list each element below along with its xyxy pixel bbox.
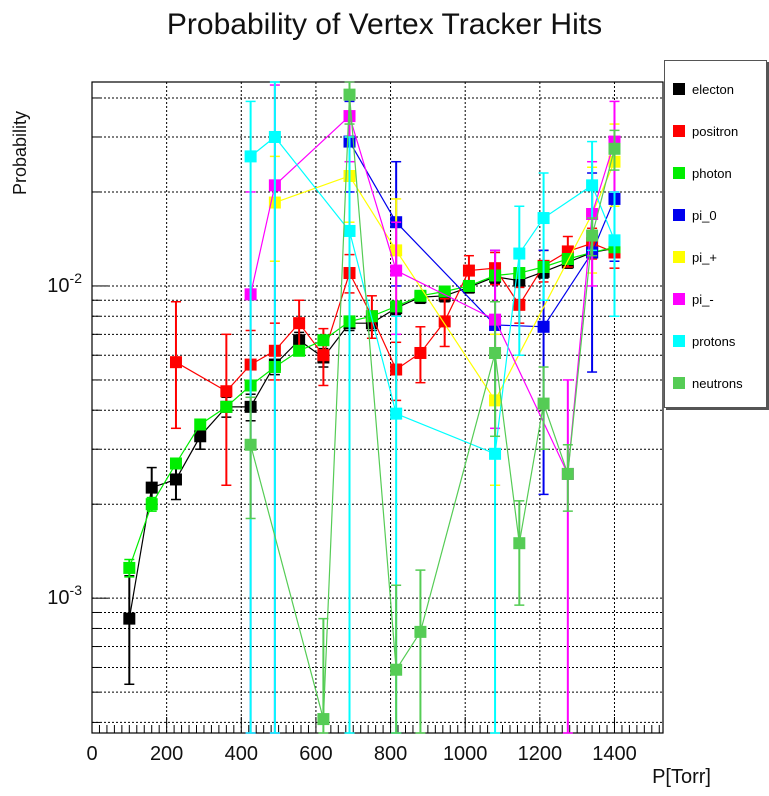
data-point [513, 247, 526, 260]
legend-item: protons [673, 331, 735, 351]
data-point [145, 498, 158, 511]
legend-label: neutrons [692, 375, 743, 391]
data-point [586, 229, 599, 242]
data-point [537, 397, 550, 410]
data-point [293, 317, 306, 330]
data-point [390, 663, 403, 676]
series-line [274, 161, 616, 402]
axis-ticks [91, 97, 660, 733]
x-tick-label: 1000 [443, 743, 488, 765]
legend-label: pi_0 [692, 207, 717, 223]
data-point [414, 346, 427, 359]
plot-border [91, 81, 664, 734]
data-point [537, 320, 550, 333]
legend-marker [673, 335, 685, 347]
legend-item: neutrons [673, 373, 743, 393]
data-point [489, 447, 502, 460]
data-point [462, 279, 475, 292]
x-tick-label: 600 [299, 743, 332, 765]
data-point [169, 356, 182, 369]
data-point [608, 234, 621, 247]
data-point [220, 385, 233, 398]
legend-label: pi_- [692, 291, 714, 307]
data-point [268, 130, 281, 143]
data-point [145, 481, 158, 494]
data-point [317, 713, 330, 726]
data-point [343, 88, 356, 101]
legend-label: electon [692, 81, 734, 97]
x-tick-label: 400 [225, 743, 258, 765]
series-pi-0 [343, 100, 621, 496]
legend-item: pi_+ [673, 247, 717, 267]
x-tick-label: 800 [374, 743, 407, 765]
data-point [414, 625, 427, 638]
series-neutrons [244, 81, 621, 734]
x-tick-label: 1200 [518, 743, 563, 765]
plot-frame [91, 81, 664, 734]
data-point [561, 467, 574, 480]
data-point [343, 224, 356, 237]
legend-marker [673, 377, 685, 389]
data-series [123, 81, 621, 734]
data-point [462, 264, 475, 277]
data-point [123, 612, 136, 625]
data-point [169, 473, 182, 486]
data-point [194, 418, 207, 431]
data-point [244, 150, 257, 163]
legend-label: protons [692, 333, 736, 349]
legend-marker [673, 167, 685, 179]
tick-labels: 0 200 400 600 800 1000 1200 1400 10-3 10-2 [47, 270, 636, 765]
legend-marker [673, 83, 685, 95]
legend-marker [673, 209, 685, 221]
x-axis-label: P[Torr] [652, 766, 711, 788]
data-point [414, 289, 427, 302]
x-tick-label: 1400 [592, 743, 637, 765]
legend-label: pi_+ [692, 249, 717, 265]
data-point [390, 264, 403, 277]
data-point [244, 438, 257, 451]
y-tick-label: 10-3 [47, 582, 82, 609]
grid-lines [92, 82, 663, 733]
series-line [348, 141, 616, 328]
series-line [250, 94, 616, 720]
legend-item: electon [673, 79, 734, 99]
legend-item: positron [673, 121, 738, 141]
series-line [250, 114, 616, 477]
legend-marker [673, 251, 685, 263]
data-point [489, 346, 502, 359]
data-point [561, 252, 574, 265]
legend-label: photon [692, 165, 732, 181]
x-tick-label: 0 [86, 743, 97, 765]
y-tick-label: 10-2 [47, 270, 82, 297]
legend-item: pi_0 [673, 205, 717, 225]
data-point [194, 430, 207, 443]
data-point [317, 334, 330, 347]
legend-label: positron [692, 123, 739, 139]
data-point [123, 561, 136, 574]
series-line [250, 136, 616, 455]
data-point [513, 537, 526, 550]
x-tick-label: 200 [150, 743, 183, 765]
data-point [586, 179, 599, 192]
data-point [438, 285, 451, 298]
legend: electon positron photon pi_0 pi_+ pi_-protons… [664, 60, 767, 408]
data-point [169, 457, 182, 470]
legend-item: pi_- [673, 289, 714, 309]
data-point [220, 400, 233, 413]
data-point [293, 344, 306, 357]
data-point [608, 142, 621, 155]
data-point [317, 349, 330, 362]
data-point [390, 407, 403, 420]
chart-title: Probability of Vertex Tracker Hits [166, 8, 603, 41]
legend-marker [673, 293, 685, 305]
data-point [537, 212, 550, 225]
data-point [365, 310, 378, 323]
legend-item: photon [673, 163, 732, 183]
legend-marker [673, 125, 685, 137]
